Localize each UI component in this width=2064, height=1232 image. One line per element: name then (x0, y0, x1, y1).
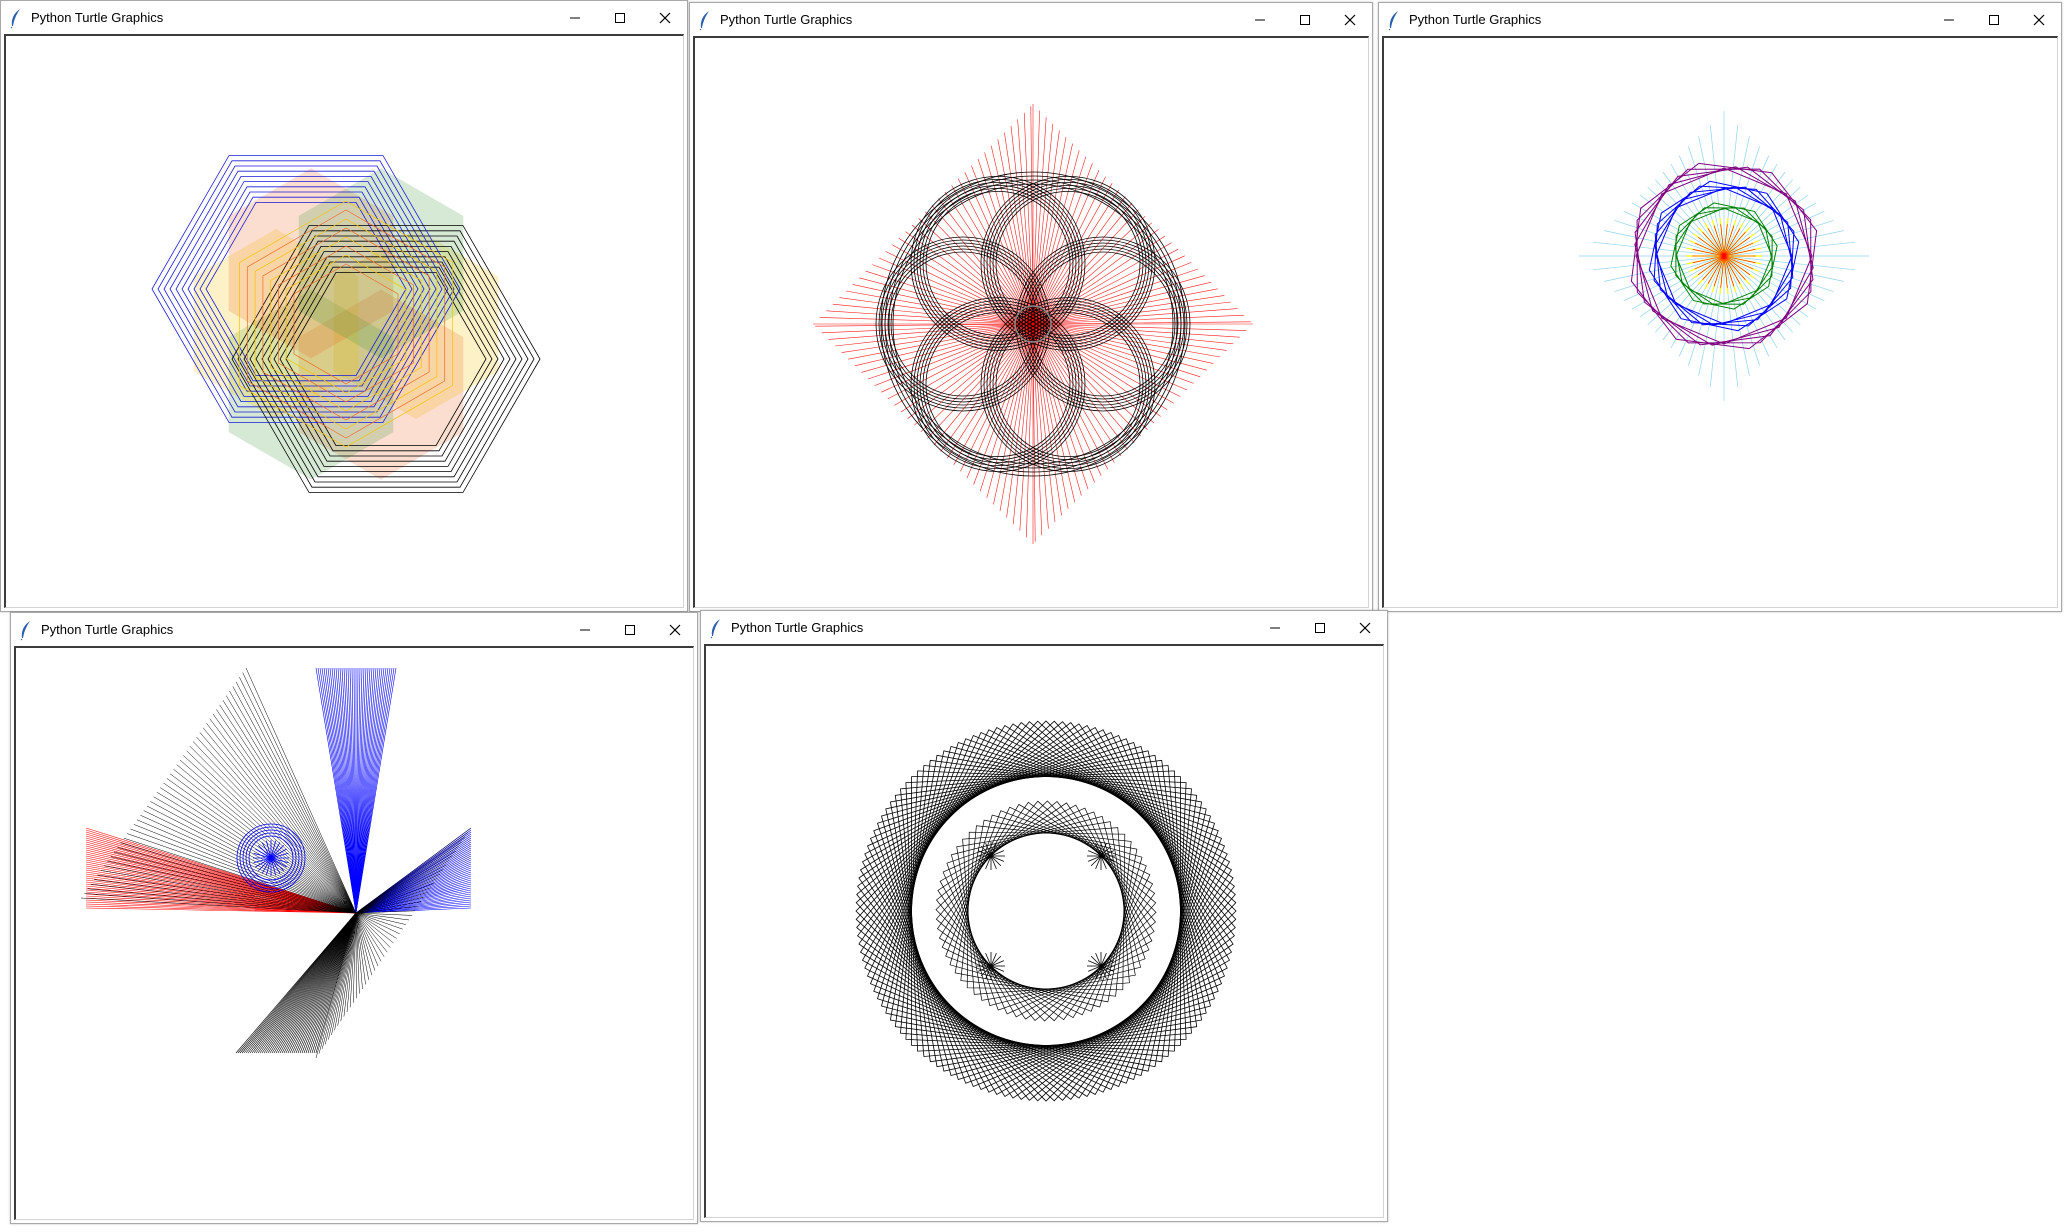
feather-icon (696, 9, 714, 31)
maximize-button[interactable] (1282, 3, 1327, 36)
maximize-icon (1299, 14, 1311, 26)
close-button[interactable] (2016, 3, 2061, 36)
pinwheel-drawing (80, 667, 472, 1059)
maximize-icon (1988, 14, 2000, 26)
maximize-button[interactable] (1971, 3, 2016, 36)
minimize-button[interactable] (1252, 611, 1297, 644)
turtle-window-1[interactable]: Python Turtle Graphics (0, 0, 688, 612)
rosette-diamond-drawing (813, 104, 1253, 544)
squares-spirograph-drawing (855, 720, 1237, 1102)
feather-icon (1385, 9, 1403, 31)
minimize-icon (569, 12, 581, 24)
rotating-polygon-drawing (1579, 111, 1869, 401)
close-icon (659, 12, 671, 24)
maximize-icon (614, 12, 626, 24)
minimize-button[interactable] (1926, 3, 1971, 36)
maximize-button[interactable] (1297, 611, 1342, 644)
maximize-icon (624, 624, 636, 636)
close-button[interactable] (1342, 611, 1387, 644)
close-button[interactable] (1327, 3, 1372, 36)
close-icon (669, 624, 681, 636)
title-bar[interactable]: Python Turtle Graphics (1379, 3, 2061, 36)
title-bar[interactable]: Python Turtle Graphics (1, 1, 687, 34)
title-bar[interactable]: Python Turtle Graphics (690, 3, 1372, 36)
turtle-canvas[interactable] (14, 646, 694, 1220)
window-title: Python Turtle Graphics (31, 10, 164, 25)
window-title: Python Turtle Graphics (720, 12, 853, 27)
window-title: Python Turtle Graphics (1409, 12, 1542, 27)
close-icon (2033, 14, 2045, 26)
feather-icon (7, 7, 25, 29)
title-bar[interactable]: Python Turtle Graphics (11, 613, 697, 646)
minimize-icon (1254, 14, 1266, 26)
minimize-icon (1269, 622, 1281, 634)
hexagon-star-drawing (151, 155, 541, 493)
minimize-button[interactable] (562, 613, 607, 646)
turtle-window-2[interactable]: Python Turtle Graphics (689, 2, 1373, 612)
turtle-canvas[interactable] (693, 36, 1369, 608)
title-bar[interactable]: Python Turtle Graphics (701, 611, 1387, 644)
turtle-canvas[interactable] (1382, 36, 2058, 608)
turtle-canvas[interactable] (704, 644, 1384, 1218)
close-icon (1359, 622, 1371, 634)
turtle-canvas[interactable] (4, 34, 684, 608)
maximize-icon (1314, 622, 1326, 634)
window-title: Python Turtle Graphics (731, 620, 864, 635)
minimize-button[interactable] (1237, 3, 1282, 36)
maximize-button[interactable] (607, 613, 652, 646)
minimize-icon (579, 624, 591, 636)
turtle-window-5[interactable]: Python Turtle Graphics (700, 610, 1388, 1222)
minimize-button[interactable] (552, 1, 597, 34)
minimize-icon (1943, 14, 1955, 26)
turtle-window-4[interactable]: Python Turtle Graphics (10, 612, 698, 1224)
window-title: Python Turtle Graphics (41, 622, 174, 637)
turtle-window-3[interactable]: Python Turtle Graphics (1378, 2, 2062, 612)
close-button[interactable] (652, 613, 697, 646)
feather-icon (707, 617, 725, 639)
close-icon (1344, 14, 1356, 26)
feather-icon (17, 619, 35, 641)
maximize-button[interactable] (597, 1, 642, 34)
close-button[interactable] (642, 1, 687, 34)
